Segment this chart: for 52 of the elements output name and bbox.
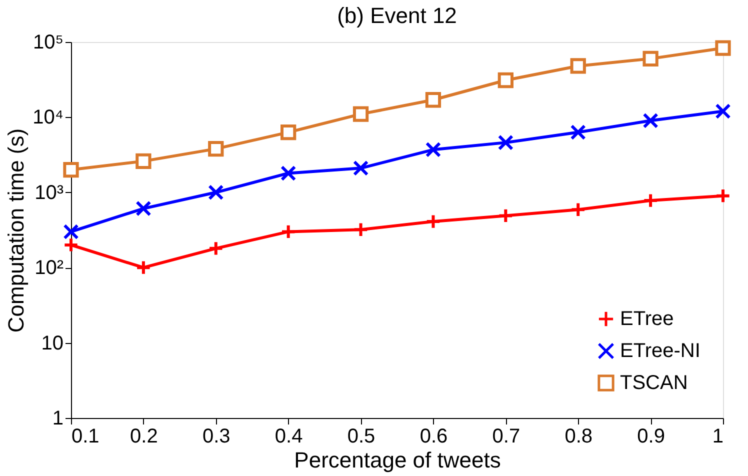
point xyxy=(208,140,224,157)
point xyxy=(63,162,79,178)
point xyxy=(136,260,152,276)
point xyxy=(63,224,79,240)
point xyxy=(208,184,224,200)
point xyxy=(352,160,369,176)
x-axis-title: Percentage of tweets xyxy=(294,448,501,472)
x-tick-label: 0.7 xyxy=(492,426,520,448)
point xyxy=(136,200,152,216)
y-tick-label: 10³ xyxy=(34,182,64,204)
point xyxy=(208,240,224,256)
point xyxy=(280,224,296,240)
point xyxy=(498,72,514,88)
x-tick-label: 0.2 xyxy=(130,426,158,448)
point xyxy=(642,112,658,128)
y-axis-title: Computation time (s) xyxy=(4,128,29,333)
y-tick-label: 10⁴ xyxy=(32,106,64,129)
point xyxy=(280,165,296,182)
point xyxy=(63,237,79,253)
point xyxy=(715,103,731,120)
x-tick-label: 0.5 xyxy=(347,426,376,448)
x-tick-label: 0.6 xyxy=(420,426,448,448)
y-tick-label: 10⁵ xyxy=(32,32,64,54)
point xyxy=(425,92,442,108)
point xyxy=(498,208,514,224)
point xyxy=(570,124,586,140)
x-tick-label: 0.1 xyxy=(72,426,100,448)
point xyxy=(425,214,442,230)
point xyxy=(570,58,586,74)
x-tick-label: 0.4 xyxy=(274,426,303,448)
point xyxy=(570,202,586,218)
point xyxy=(715,188,731,204)
point xyxy=(280,124,296,140)
point xyxy=(498,134,514,150)
point xyxy=(352,106,369,122)
x-tick-label: 0.3 xyxy=(202,426,230,448)
point xyxy=(425,142,442,158)
legend-label: ETree xyxy=(620,308,674,330)
x-tick-label: 0.8 xyxy=(564,426,593,448)
point xyxy=(715,40,731,56)
point xyxy=(136,153,152,170)
y-tick-label: 1 xyxy=(52,408,64,430)
legend-label: ETree-NI xyxy=(620,340,700,362)
y-tick-label: 10 xyxy=(41,332,64,354)
point xyxy=(352,222,369,238)
x-tick-label: 0.9 xyxy=(637,426,665,448)
point xyxy=(642,50,658,67)
chart-title: (b) Event 12 xyxy=(337,3,457,28)
point xyxy=(642,192,658,208)
legend-label: TSCAN xyxy=(620,372,688,394)
y-tick-label: 10² xyxy=(34,257,64,280)
x-tick-label: 1 xyxy=(712,426,724,448)
